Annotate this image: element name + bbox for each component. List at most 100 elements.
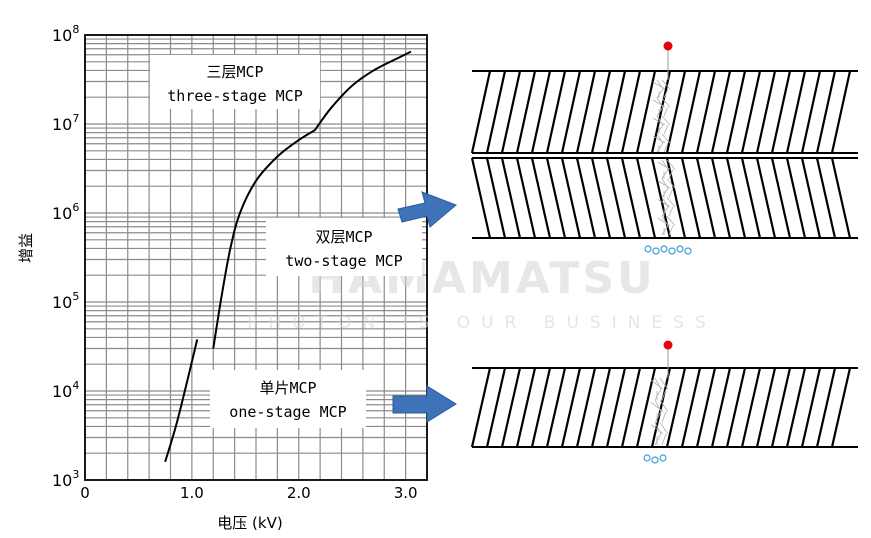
channel-wall <box>830 157 852 239</box>
annotation-two-stage-en: two-stage MCP <box>285 252 402 270</box>
channel-wall <box>665 157 687 239</box>
channel-wall <box>485 70 507 154</box>
output-electron-icon <box>668 247 676 255</box>
channel-wall <box>590 367 612 448</box>
channel-wall <box>695 157 717 239</box>
x-tick-labels: 0 1.0 2.0 3.0 <box>80 484 417 502</box>
electron-cascade <box>652 79 671 153</box>
channel-wall <box>605 367 627 448</box>
channel-wall <box>515 70 537 154</box>
y-tick-label: 103 <box>52 468 79 490</box>
mcp-two-stage-upper-plate <box>470 41 858 154</box>
channel-wall <box>560 70 582 154</box>
channel-wall <box>800 367 822 448</box>
annotation-three-stage-en: three-stage MCP <box>167 87 302 105</box>
annotation-one-stage-cn: 单片MCP <box>259 379 316 397</box>
gain-curve-1 <box>164 339 199 463</box>
channel-wall <box>680 70 702 154</box>
channel-wall <box>545 157 567 239</box>
annotation-two-stage-cn: 双层MCP <box>315 228 372 246</box>
channel-wall <box>485 367 507 448</box>
x-tick-label: 2.0 <box>287 484 311 502</box>
channel-wall <box>815 367 837 448</box>
channel-wall <box>665 70 687 154</box>
x-tick-label: 3.0 <box>394 484 418 502</box>
channel-wall <box>470 367 492 448</box>
channel-wall <box>755 157 777 239</box>
channel-wall <box>815 157 837 239</box>
channel-wall <box>530 70 552 154</box>
channel-wall <box>590 157 612 239</box>
channel-wall <box>545 367 567 448</box>
channel-wall <box>800 70 822 154</box>
channel-wall <box>500 70 522 154</box>
channel-wall <box>680 367 702 448</box>
channel-wall <box>590 70 612 154</box>
arrow-to-one-stage-icon <box>392 385 457 423</box>
channel-wall <box>770 157 792 239</box>
channel-wall <box>635 367 657 448</box>
output-electron-icon <box>643 454 651 462</box>
gain-curves <box>164 50 412 463</box>
channel-wall <box>725 367 747 448</box>
annotation-one-stage-en: one-stage MCP <box>229 403 346 421</box>
channel-wall <box>785 70 807 154</box>
channel-wall <box>605 70 627 154</box>
annotation-three-stage: 三层MCP three-stage MCP <box>150 55 320 109</box>
channel-wall <box>575 70 597 154</box>
channel-wall <box>545 70 567 154</box>
arrow-to-two-stage-icon <box>397 191 457 228</box>
output-electron-icon <box>659 454 667 462</box>
x-tick-label: 0 <box>80 484 90 502</box>
x-axis-label: 电压 (kV) <box>217 514 282 532</box>
output-electron-icon <box>660 245 668 253</box>
y-tick-label: 107 <box>52 112 79 134</box>
y-tick-label: 106 <box>52 201 79 223</box>
x-tick-label: 1.0 <box>180 484 204 502</box>
channel-wall <box>560 367 582 448</box>
y-tick-label: 105 <box>52 290 79 312</box>
channel-wall <box>515 367 537 448</box>
channel-wall <box>485 157 507 239</box>
channel-wall <box>755 367 777 448</box>
channel-wall <box>725 70 747 154</box>
annotation-three-stage-cn: 三层MCP <box>206 63 263 81</box>
annotation-one-stage: 单片MCP one-stage MCP <box>210 370 366 428</box>
channel-wall <box>620 70 642 154</box>
channel-wall <box>710 367 732 448</box>
channel-wall <box>770 70 792 154</box>
channel-wall <box>665 367 687 448</box>
channel-wall <box>605 157 627 239</box>
channel-wall <box>695 367 717 448</box>
channel-wall <box>560 157 582 239</box>
input-electron-icon <box>663 41 673 51</box>
watermark-tagline: PHOTON IS OUR BUSINESS <box>247 313 717 333</box>
channel-wall <box>500 367 522 448</box>
output-electron-icon <box>676 245 684 253</box>
channel-wall <box>530 367 552 448</box>
channel-wall <box>710 157 732 239</box>
plot-frame <box>84 34 428 481</box>
channel-wall <box>650 70 672 154</box>
channel-wall <box>755 70 777 154</box>
channel-wall <box>740 157 762 239</box>
y-tick-label: 104 <box>52 379 79 401</box>
channel-wall <box>620 367 642 448</box>
channel-wall <box>770 367 792 448</box>
channel-wall <box>470 157 492 239</box>
electron-cascade <box>650 377 669 446</box>
gain-curve-2 <box>212 129 316 349</box>
annotation-two-stage: 双层MCP two-stage MCP <box>266 218 422 276</box>
electron-cascade <box>657 159 676 236</box>
channel-wall <box>815 70 837 154</box>
channel-wall <box>800 157 822 239</box>
y-tick-label: 108 <box>52 23 79 45</box>
channel-wall <box>470 70 492 154</box>
channel-wall <box>740 367 762 448</box>
input-electron-icon <box>663 340 673 350</box>
channel-wall <box>830 70 852 154</box>
channel-wall <box>710 70 732 154</box>
output-electron-icon <box>644 245 652 253</box>
channel-wall <box>635 157 657 239</box>
